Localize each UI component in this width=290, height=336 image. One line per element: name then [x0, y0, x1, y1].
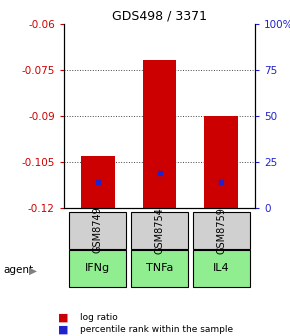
Bar	[69, 212, 126, 249]
Bar	[204, 116, 238, 208]
Bar	[193, 250, 250, 287]
Text: TNFa: TNFa	[146, 263, 173, 274]
Bar	[69, 250, 126, 287]
Text: GSM8759: GSM8759	[216, 207, 226, 254]
Text: log ratio: log ratio	[80, 313, 117, 322]
Text: IL4: IL4	[213, 263, 230, 274]
Bar	[142, 60, 177, 208]
Bar	[131, 212, 188, 249]
Text: IFNg: IFNg	[85, 263, 110, 274]
Title: GDS498 / 3371: GDS498 / 3371	[112, 9, 207, 23]
Text: GSM8749: GSM8749	[93, 207, 103, 253]
Bar	[81, 156, 115, 208]
Bar	[131, 250, 188, 287]
Text: percentile rank within the sample: percentile rank within the sample	[80, 325, 233, 334]
Text: ■: ■	[58, 324, 68, 334]
Text: ■: ■	[58, 312, 68, 323]
Bar	[193, 212, 250, 249]
Text: agent: agent	[3, 265, 33, 276]
Text: GSM8754: GSM8754	[155, 207, 164, 254]
Text: ▶: ▶	[29, 265, 37, 276]
